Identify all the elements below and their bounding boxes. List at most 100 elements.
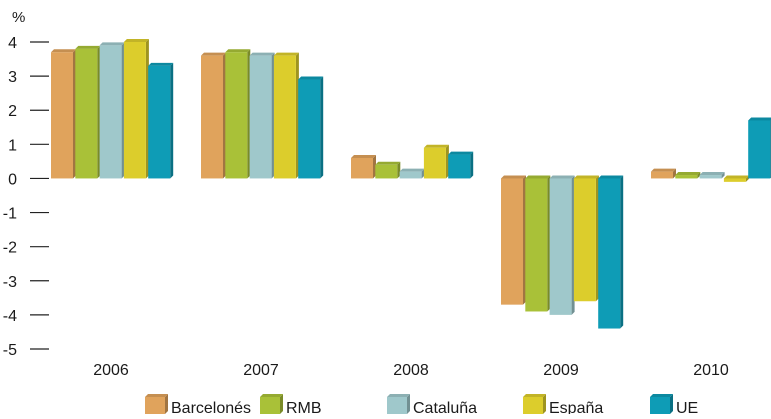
- bar: [748, 117, 771, 179]
- bar-top: [273, 52, 299, 56]
- bar-top: [225, 49, 251, 53]
- bar-front: [525, 178, 548, 312]
- bar: [375, 161, 401, 179]
- y-tick-label: 4: [8, 35, 17, 52]
- bar-side: [745, 175, 749, 182]
- bar: [99, 42, 125, 179]
- legend-swatch: [260, 397, 280, 414]
- y-tick-label: -5: [3, 342, 17, 359]
- legend-swatch-side: [670, 394, 673, 414]
- bar-side: [73, 49, 76, 179]
- bar-side: [673, 168, 676, 179]
- bar: [501, 175, 526, 305]
- bar: [598, 175, 624, 329]
- y-tick-label: 3: [8, 69, 17, 86]
- legend-swatch: [650, 397, 670, 414]
- legend-swatch-top: [260, 394, 283, 397]
- bar-top: [375, 161, 401, 165]
- bar-front: [723, 178, 746, 182]
- category-labels: 2006 2007 2008 2009 2010: [93, 362, 729, 379]
- bar-side: [697, 172, 701, 179]
- bar-side: [295, 52, 299, 179]
- bar-side: [595, 175, 599, 302]
- category-label: 2008: [393, 362, 429, 379]
- legend-swatch-top: [650, 394, 673, 397]
- bar-side: [547, 175, 551, 312]
- bar: [225, 49, 251, 179]
- bar-side: [97, 45, 101, 179]
- legend-item: España: [523, 394, 603, 417]
- bar-front: [598, 178, 621, 329]
- category-label: 2006: [93, 362, 129, 379]
- bar-front: [249, 55, 272, 179]
- bar-side: [470, 151, 474, 179]
- bar-top: [448, 151, 474, 155]
- legend-label: RMB: [286, 400, 322, 414]
- bar: [573, 175, 599, 302]
- bar-side: [247, 49, 251, 179]
- bar-top: [651, 168, 676, 172]
- legend-label: UE: [676, 400, 698, 414]
- bar-front: [501, 178, 523, 305]
- bar-front: [651, 171, 673, 179]
- legend: Barcelonés RMB Cataluña España UE: [145, 394, 698, 417]
- bar-side: [223, 52, 226, 179]
- bar-side: [373, 154, 376, 179]
- bar-top: [525, 175, 551, 179]
- y-tick-label: 0: [8, 171, 17, 188]
- bar-top: [748, 117, 771, 121]
- legend-item: UE: [650, 394, 698, 417]
- legend-label: España: [549, 400, 603, 414]
- bar-side: [721, 172, 725, 179]
- y-tick-label: 2: [8, 103, 17, 120]
- y-tick-label: -3: [3, 274, 17, 291]
- bar-front: [423, 147, 446, 179]
- legend-swatch-side: [543, 394, 546, 414]
- bar-front: [75, 48, 98, 179]
- bar-front: [699, 175, 722, 179]
- bar-top: [549, 175, 575, 179]
- legend-swatch: [523, 397, 543, 414]
- bar-side: [421, 168, 425, 179]
- bar-front: [298, 79, 321, 179]
- bar-front: [448, 154, 471, 179]
- bar-front: [351, 157, 373, 179]
- bars-layer: [51, 39, 771, 329]
- bar-top: [675, 172, 701, 176]
- bar: [201, 52, 226, 179]
- bar-top: [51, 49, 76, 53]
- bar-side: [271, 52, 275, 179]
- legend-swatch-side: [407, 394, 410, 414]
- bar-front: [99, 45, 122, 179]
- bar-front: [375, 164, 398, 179]
- bar: [525, 175, 551, 312]
- bar: [675, 172, 701, 179]
- bar-front: [123, 42, 146, 179]
- bar: [399, 168, 425, 179]
- bar-side: [121, 42, 125, 179]
- bar: [351, 154, 376, 179]
- bar-side: [320, 76, 324, 179]
- bar-top: [598, 175, 624, 179]
- legend-item: Cataluña: [387, 394, 477, 417]
- category-label: 2010: [693, 362, 729, 379]
- bar-top: [573, 175, 599, 179]
- bar-top: [399, 168, 425, 172]
- bar-top: [699, 172, 725, 176]
- bar-top: [423, 144, 449, 148]
- y-axis: % 4 3 2 1 0 -1 -2 -3 -4 -5: [3, 9, 49, 359]
- bar: [298, 76, 324, 179]
- bar-front: [201, 55, 223, 179]
- bar-side: [445, 144, 449, 179]
- legend-swatch-top: [387, 394, 410, 397]
- legend-swatch-top: [145, 394, 168, 397]
- bar-side: [620, 175, 624, 329]
- bar: [148, 62, 174, 179]
- bar-top: [148, 62, 174, 66]
- legend-label: Barcelonés: [171, 400, 251, 414]
- bar-top: [298, 76, 324, 80]
- y-tick-label: -2: [3, 240, 17, 257]
- bar-front: [399, 171, 422, 179]
